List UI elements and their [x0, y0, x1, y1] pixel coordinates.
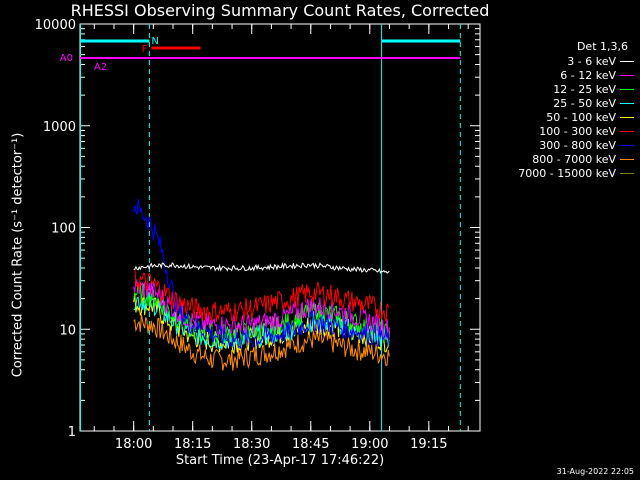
legend-swatch	[620, 130, 634, 132]
annotation-label-a2: A2	[94, 62, 107, 73]
legend-item: 6 - 12 keV	[480, 68, 636, 82]
legend-swatch	[620, 158, 634, 160]
legend-item-label: 50 - 100 keV	[546, 110, 616, 124]
y-axis-label: Corrected Count Rate (s⁻¹ detector⁻¹)	[10, 132, 26, 378]
legend-swatch	[620, 74, 634, 76]
series-line	[133, 268, 390, 322]
legend-item: 25 - 50 keV	[480, 96, 636, 110]
legend-item-label: 25 - 50 keV	[553, 96, 616, 110]
y-tick-label: 10	[59, 323, 76, 338]
legend-swatch	[620, 88, 634, 90]
chart-title: RHESSI Observing Summary Count Rates, Co…	[70, 1, 490, 20]
legend-swatch	[620, 116, 634, 118]
legend-item-label: 300 - 800 keV	[539, 138, 616, 152]
legend-item-label: 100 - 300 keV	[539, 124, 616, 138]
x-axis-label: Start Time (23-Apr-17 17:46:22)	[175, 453, 385, 468]
legend-item-label: 3 - 6 keV	[567, 54, 616, 68]
legend-swatch	[620, 102, 634, 104]
legend-item: 100 - 300 keV	[480, 124, 636, 138]
series-line	[133, 261, 390, 275]
y-tick-label: 1000	[43, 120, 76, 135]
legend-item: 12 - 25 keV	[480, 82, 636, 96]
x-tick-label: 18:15	[174, 437, 211, 452]
annotation-label-n: N	[151, 36, 158, 47]
timestamp: 31-Aug-2022 22:05	[556, 467, 634, 476]
y-tick-label: 100	[51, 222, 76, 237]
plot-frame	[79, 23, 481, 432]
y-tick-label: 10000	[35, 18, 76, 33]
series-line	[133, 199, 390, 349]
legend-swatch	[620, 144, 634, 146]
legend-item-label: 6 - 12 keV	[560, 68, 616, 82]
legend: Det 1,3,6 3 - 6 keV 6 - 12 keV 12 - 25 keV…	[480, 40, 636, 180]
annotation-label-f: F	[142, 44, 148, 55]
legend-title: Det 1,3,6	[576, 40, 628, 53]
legend-item-label: 800 - 7000 keV	[532, 152, 616, 166]
x-tick-label: 18:30	[233, 437, 270, 452]
series-line	[133, 314, 390, 371]
x-tick-label: 19:15	[410, 437, 447, 452]
legend-item: 800 - 7000 keV	[480, 152, 636, 166]
legend-item: 3 - 6 keV	[480, 54, 636, 68]
legend-item: 300 - 800 keV	[480, 138, 636, 152]
legend-item-label: 12 - 25 keV	[553, 82, 616, 96]
legend-item: 7000 - 15000 keV	[480, 166, 636, 180]
legend-swatch	[620, 60, 634, 62]
legend-item-label: 7000 - 15000 keV	[518, 166, 616, 180]
legend-item: 50 - 100 keV	[480, 110, 636, 124]
x-tick-label: 19:00	[351, 437, 388, 452]
y-tick-label: 1	[68, 425, 76, 440]
x-tick-label: 18:00	[115, 437, 152, 452]
x-tick-label: 18:45	[292, 437, 329, 452]
annotation-label-a0: A0	[60, 53, 73, 64]
legend-swatch	[620, 172, 634, 174]
